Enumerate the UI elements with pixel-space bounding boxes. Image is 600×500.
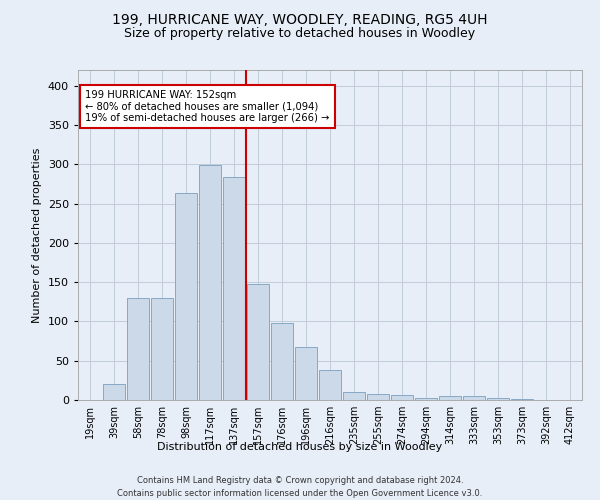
- Text: Size of property relative to detached houses in Woodley: Size of property relative to detached ho…: [124, 28, 476, 40]
- Text: Distribution of detached houses by size in Woodley: Distribution of detached houses by size …: [157, 442, 443, 452]
- Text: 199 HURRICANE WAY: 152sqm
← 80% of detached houses are smaller (1,094)
19% of se: 199 HURRICANE WAY: 152sqm ← 80% of detac…: [85, 90, 329, 123]
- Bar: [199, 165, 221, 400]
- Bar: [271, 323, 293, 400]
- Bar: [463, 396, 485, 400]
- Bar: [175, 194, 197, 400]
- Text: 199, HURRICANE WAY, WOODLEY, READING, RG5 4UH: 199, HURRICANE WAY, WOODLEY, READING, RG…: [112, 12, 488, 26]
- Bar: [343, 392, 365, 400]
- Bar: [415, 398, 437, 400]
- Bar: [319, 370, 341, 400]
- Bar: [391, 396, 413, 400]
- Bar: [103, 384, 125, 400]
- Bar: [223, 177, 245, 400]
- Bar: [295, 346, 317, 400]
- Bar: [487, 398, 509, 400]
- Bar: [127, 298, 149, 400]
- Bar: [511, 399, 533, 400]
- Y-axis label: Number of detached properties: Number of detached properties: [32, 148, 42, 322]
- Text: Contains HM Land Registry data © Crown copyright and database right 2024.: Contains HM Land Registry data © Crown c…: [137, 476, 463, 485]
- Bar: [247, 284, 269, 400]
- Text: Contains public sector information licensed under the Open Government Licence v3: Contains public sector information licen…: [118, 489, 482, 498]
- Bar: [439, 396, 461, 400]
- Bar: [151, 298, 173, 400]
- Bar: [367, 394, 389, 400]
